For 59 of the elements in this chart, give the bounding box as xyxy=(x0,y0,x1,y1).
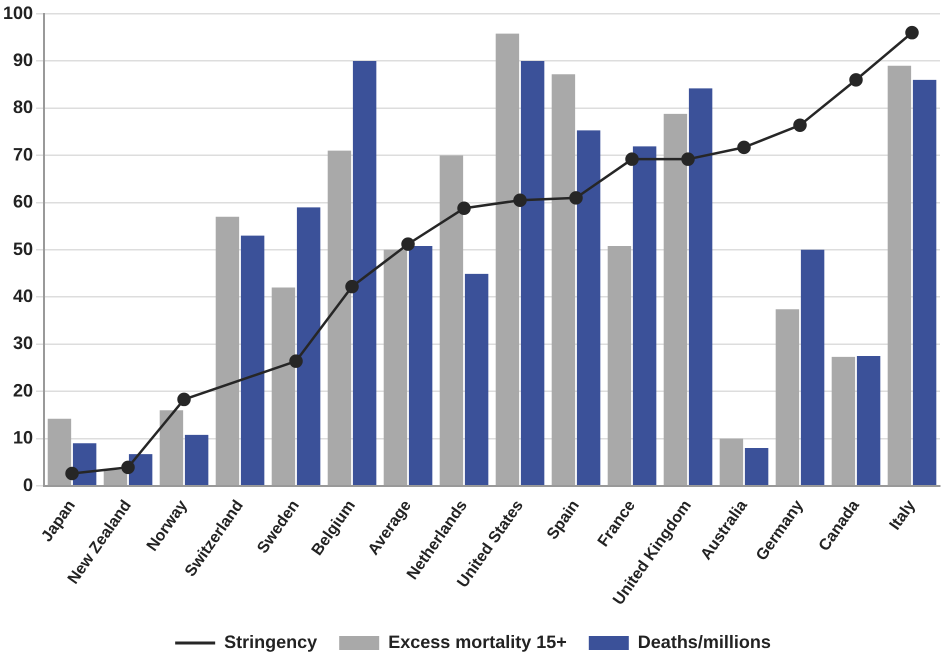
bar xyxy=(408,246,432,486)
bar xyxy=(720,438,744,486)
bar xyxy=(800,250,824,486)
point xyxy=(513,193,527,207)
y-tick-label: 0 xyxy=(23,474,34,495)
bar xyxy=(912,80,936,486)
bar xyxy=(464,274,488,486)
bar xyxy=(440,155,464,486)
bar xyxy=(240,236,264,486)
bar xyxy=(296,207,320,486)
bar xyxy=(272,288,296,486)
bar xyxy=(48,418,72,486)
bar xyxy=(856,356,880,486)
point xyxy=(681,152,695,166)
y-tick-label: 100 xyxy=(2,2,34,23)
point xyxy=(177,392,191,406)
y-tick-label: 60 xyxy=(13,192,34,212)
bar xyxy=(632,146,656,486)
bar xyxy=(744,448,768,486)
y-tick-label: 20 xyxy=(13,380,34,400)
point xyxy=(401,237,415,251)
bar xyxy=(216,216,240,486)
y-tick-label: 70 xyxy=(13,144,34,164)
bar xyxy=(832,356,856,486)
bar xyxy=(352,61,376,486)
bar xyxy=(664,114,688,486)
bar xyxy=(496,34,520,486)
legend-label: Excess mortality 15+ xyxy=(388,632,567,652)
bar xyxy=(104,470,128,486)
y-tick-label: 80 xyxy=(13,97,34,118)
point xyxy=(905,26,919,40)
point xyxy=(625,152,639,166)
bar xyxy=(608,246,632,486)
y-tick-label: 40 xyxy=(13,286,34,306)
point xyxy=(737,140,751,154)
bar xyxy=(328,150,352,486)
legend-label: Deaths/millions xyxy=(638,632,771,652)
point xyxy=(65,466,79,480)
bar xyxy=(520,61,544,486)
bar xyxy=(888,66,912,486)
y-tick-label: 50 xyxy=(13,238,34,259)
point xyxy=(793,118,807,132)
point xyxy=(569,191,583,205)
bar xyxy=(184,434,208,486)
legend-label: Stringency xyxy=(224,632,318,652)
point xyxy=(457,202,471,216)
y-tick-label: 10 xyxy=(13,428,34,448)
point xyxy=(289,354,303,368)
point xyxy=(849,73,863,87)
bar xyxy=(576,130,600,486)
bar xyxy=(776,309,800,486)
bar xyxy=(688,88,712,486)
bar xyxy=(552,74,576,486)
point xyxy=(121,460,135,474)
bar xyxy=(160,410,184,486)
y-tick-label: 30 xyxy=(13,333,34,354)
bar xyxy=(384,250,408,486)
y-tick-label: 90 xyxy=(13,50,34,70)
point xyxy=(345,280,359,294)
